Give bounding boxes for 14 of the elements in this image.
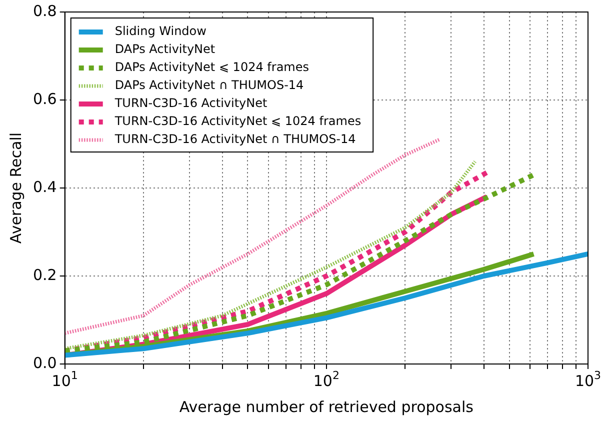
legend-label: TURN-C3D-16 ActivityNet ∩ THUMOS-14 bbox=[114, 132, 356, 146]
y-tick-label: 0.2 bbox=[32, 266, 57, 284]
y-tick-label: 0.6 bbox=[32, 90, 57, 108]
y-tick-label: 0.8 bbox=[32, 2, 57, 20]
x-axis-title: Average number of retrieved proposals bbox=[179, 398, 474, 416]
legend-label: DAPs ActivityNet bbox=[114, 42, 216, 56]
y-tick-label: 0.0 bbox=[32, 354, 57, 372]
legend-label: Sliding Window bbox=[114, 24, 207, 38]
y-axis-title: Average Recall bbox=[6, 132, 25, 244]
legend-label: DAPs ActivityNet ⩽ 1024 frames bbox=[114, 60, 310, 74]
legend-label: DAPs ActivityNet ∩ THUMOS-14 bbox=[114, 78, 304, 92]
legend-label: TURN-C3D-16 ActivityNet ⩽ 1024 frames bbox=[114, 114, 362, 128]
legend-label: TURN-C3D-16 ActivityNet bbox=[114, 96, 268, 110]
y-tick-label: 0.4 bbox=[32, 178, 57, 196]
